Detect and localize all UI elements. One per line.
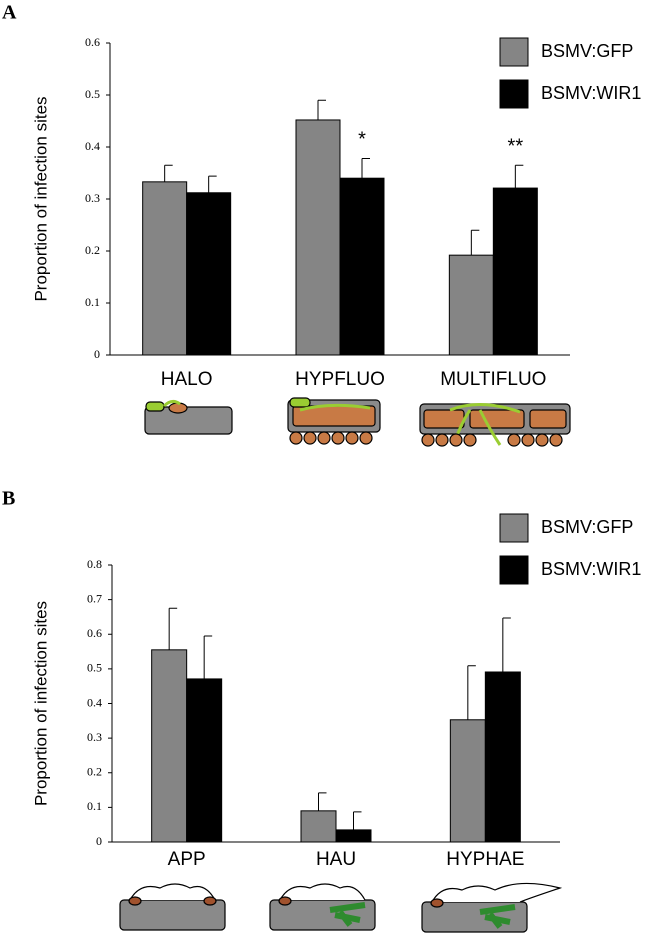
error-bar <box>353 811 362 830</box>
bar <box>484 671 521 843</box>
y-tick-label: 0.5 <box>85 87 100 101</box>
bar <box>295 119 341 356</box>
error-bar <box>168 607 178 650</box>
x-tick-label: MULTIFLUO <box>440 369 546 390</box>
y-tick-label: 0.3 <box>87 730 102 744</box>
y-tick-label: 0.2 <box>87 765 102 779</box>
y-axis-label: Proportion of infection sites <box>31 601 50 806</box>
y-tick-label: 0.6 <box>85 35 100 49</box>
significance-label: ** <box>508 135 524 157</box>
legend-label: BSMV:WIR1 <box>541 83 641 103</box>
y-tick-label: 0.7 <box>87 591 102 605</box>
y-axis-label: Proportion of infection sites <box>31 96 50 301</box>
x-tick-label: APP <box>168 849 206 870</box>
legend-swatch <box>499 37 529 67</box>
panel-label: A <box>2 2 17 24</box>
bar <box>300 810 337 843</box>
error-bar <box>203 635 213 679</box>
y-tick-label: 0.3 <box>85 191 100 205</box>
bar <box>186 192 232 356</box>
error-bar <box>470 229 480 256</box>
legend-swatch <box>499 79 529 109</box>
y-tick-label: 0.1 <box>87 799 102 813</box>
legend-swatch <box>499 513 529 543</box>
y-tick-label: 0 <box>96 834 102 848</box>
y-tick-label: 0 <box>94 347 100 361</box>
y-tick-label: 0.1 <box>85 295 100 309</box>
x-tick-label: HYPFLUO <box>295 369 385 390</box>
y-tick-label: 0.6 <box>87 626 102 640</box>
bar <box>339 177 385 356</box>
bar <box>186 678 223 843</box>
legend-swatch <box>499 555 529 585</box>
error-bar <box>361 157 370 179</box>
error-bar <box>502 617 511 672</box>
bar <box>449 719 486 843</box>
x-tick-label: HAU <box>316 849 356 870</box>
legend-label: BSMV:GFP <box>541 41 633 61</box>
x-tick-label: HYPHAE <box>446 849 524 870</box>
error-bar <box>317 99 326 120</box>
y-tick-label: 0.5 <box>87 661 102 675</box>
y-tick-label: 0.8 <box>87 557 102 571</box>
panel-label: B <box>2 488 15 510</box>
error-bar <box>514 164 524 189</box>
y-tick-label: 0.4 <box>87 695 102 709</box>
bar <box>142 181 188 356</box>
significance-label: * <box>358 129 366 151</box>
error-bar <box>208 175 217 193</box>
bar <box>335 829 372 843</box>
bar <box>151 649 188 843</box>
y-tick-label: 0.2 <box>85 243 100 257</box>
bar <box>448 254 494 356</box>
illustrations <box>119 397 571 933</box>
error-bar <box>164 164 173 182</box>
y-tick-label: 0.4 <box>85 139 100 153</box>
bar <box>492 187 538 356</box>
x-tick-label: HALO <box>161 369 213 390</box>
error-bar <box>467 665 476 720</box>
legend-label: BSMV:WIR1 <box>541 559 641 579</box>
error-bar <box>318 792 327 811</box>
legend-label: BSMV:GFP <box>541 517 633 537</box>
